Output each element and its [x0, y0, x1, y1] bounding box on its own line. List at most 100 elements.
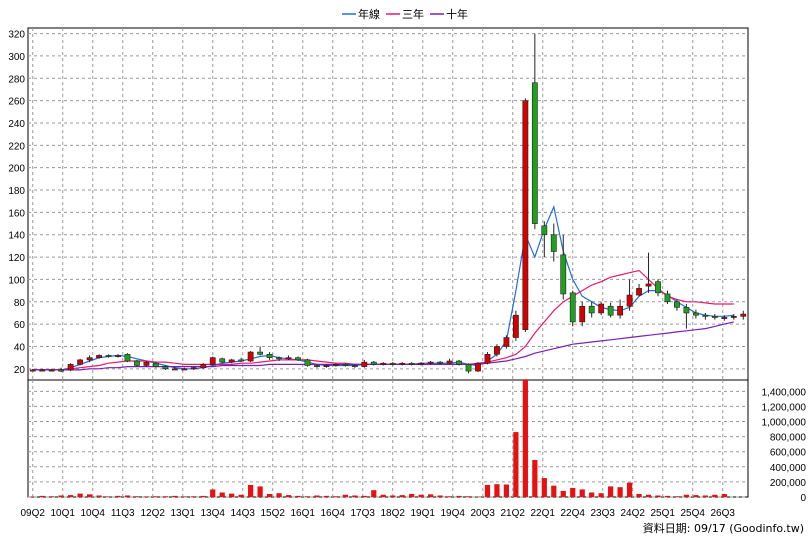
volume-bar — [456, 495, 462, 497]
x-tick-label: 11Q3 — [111, 508, 135, 519]
price-grid — [28, 28, 748, 380]
volume-bar — [608, 486, 614, 497]
volume-bar — [636, 493, 642, 497]
volume-y-tick-label: 200,000 — [770, 478, 807, 489]
volume-bar — [162, 496, 168, 497]
volume-bar — [266, 493, 273, 497]
legend-label-3y: 三年 — [402, 7, 424, 21]
volume-bar — [626, 482, 633, 497]
volume-bar — [409, 493, 415, 497]
x-tick-label: 13Q4 — [201, 508, 226, 519]
volume-y-tick-label: 1,400,000 — [762, 387, 807, 398]
volume-bar — [124, 495, 131, 497]
x-tick-label: 10Q1 — [51, 508, 76, 519]
x-tick-label: 19Q1 — [411, 508, 436, 519]
volume-bar — [200, 495, 206, 497]
volume-bar — [541, 478, 547, 497]
candle-body — [494, 346, 500, 355]
candle-body — [740, 313, 747, 317]
volume-bar — [285, 495, 292, 497]
price-y-tick-label: 80 — [14, 298, 26, 309]
price-y-tick-label: 300 — [8, 52, 25, 63]
x-tick-label: 14Q3 — [231, 508, 256, 519]
price-y-axis: 20 40 60 80 100 120 140 160 180 200 220 240 260 280 30… — [8, 30, 25, 376]
volume-y-tick-label: 1,000,000 — [762, 418, 807, 429]
volume-bar — [702, 495, 708, 497]
volume-bar — [172, 495, 178, 497]
volume-bar — [589, 492, 595, 497]
volume-bar — [693, 495, 699, 497]
x-tick-label: 25Q4 — [681, 508, 706, 519]
legend-label-10y: 十年 — [446, 7, 468, 21]
candle-body — [295, 357, 301, 361]
x-tick-label: 26Q3 — [711, 508, 736, 519]
volume-bar — [503, 484, 510, 497]
candle-body — [560, 254, 567, 295]
candle-body — [152, 362, 159, 367]
x-axis: 09Q2 10Q1 10Q4 11Q3 12Q2 13Q1 13Q4 14Q3 15Q2 16Q1… — [21, 508, 736, 519]
candle-body — [181, 368, 188, 371]
candle-body — [314, 365, 320, 367]
candle-body — [257, 351, 264, 355]
candle-body — [456, 360, 462, 365]
volume-bar — [399, 495, 405, 497]
candle-body — [67, 364, 74, 371]
volume-bars — [30, 379, 727, 497]
candle-body — [408, 362, 415, 365]
candle-body — [683, 307, 690, 314]
x-tick-label: 15Q2 — [261, 508, 286, 519]
candle-body — [465, 364, 472, 372]
volume-bar — [513, 432, 519, 497]
candle-body — [190, 367, 197, 370]
candle-body — [645, 283, 652, 287]
volume-bar — [560, 490, 566, 497]
x-tick-label: 25Q1 — [651, 508, 676, 519]
volume-plot-frame — [27, 379, 749, 498]
x-tick-label: 09Q2 — [21, 508, 46, 519]
volume-bar — [304, 496, 311, 497]
price-y-tick-label: 120 — [8, 253, 25, 264]
candle-body — [607, 305, 614, 316]
candle-body — [522, 100, 529, 331]
volume-bar — [380, 494, 386, 497]
candle-body — [361, 361, 368, 367]
volume-bar — [115, 495, 121, 497]
volume-bar — [494, 484, 500, 497]
price-y-tick-label: 320 — [8, 30, 25, 41]
candle-body — [39, 369, 46, 372]
volume-bar — [522, 379, 528, 497]
volume-bar — [181, 496, 187, 497]
x-tick-label: 16Q4 — [321, 508, 346, 519]
volume-bar — [371, 490, 377, 497]
volume-bar — [39, 495, 45, 497]
price-y-tick-label: 200 — [8, 164, 25, 175]
volume-bar — [295, 495, 301, 497]
volume-bar — [77, 493, 83, 497]
volume-y-tick-label: 1,200,000 — [762, 402, 807, 413]
candle-body — [626, 294, 633, 307]
candle-body — [588, 305, 595, 314]
candle-body — [200, 364, 207, 369]
price-y-tick-label: 60 — [14, 320, 26, 331]
candle-body — [674, 301, 680, 308]
volume-y-tick-label: 800,000 — [770, 433, 807, 444]
price-panel: 20 40 60 80 100 120 140 160 180 200 220 240 260 280 30… — [8, 27, 749, 381]
candle-body — [475, 362, 481, 372]
candle-body — [58, 369, 65, 372]
x-tick-label: 10Q4 — [81, 508, 106, 519]
candle-body — [115, 355, 121, 357]
candle-body — [711, 316, 718, 318]
candle-body — [399, 362, 406, 365]
candle-body — [550, 234, 557, 252]
candle-body — [48, 369, 55, 372]
price-y-tick-label: 240 — [8, 119, 25, 130]
candle-body — [418, 362, 425, 365]
x-tick-label: 23Q3 — [591, 508, 616, 519]
candles — [29, 33, 747, 374]
price-y-tick-label: 180 — [8, 186, 25, 197]
volume-y-tick-label: 0 — [800, 493, 806, 504]
legend: 年線 三年 十年 — [342, 7, 468, 21]
volume-bar — [418, 494, 424, 497]
x-tick-label: 18Q2 — [381, 508, 406, 519]
